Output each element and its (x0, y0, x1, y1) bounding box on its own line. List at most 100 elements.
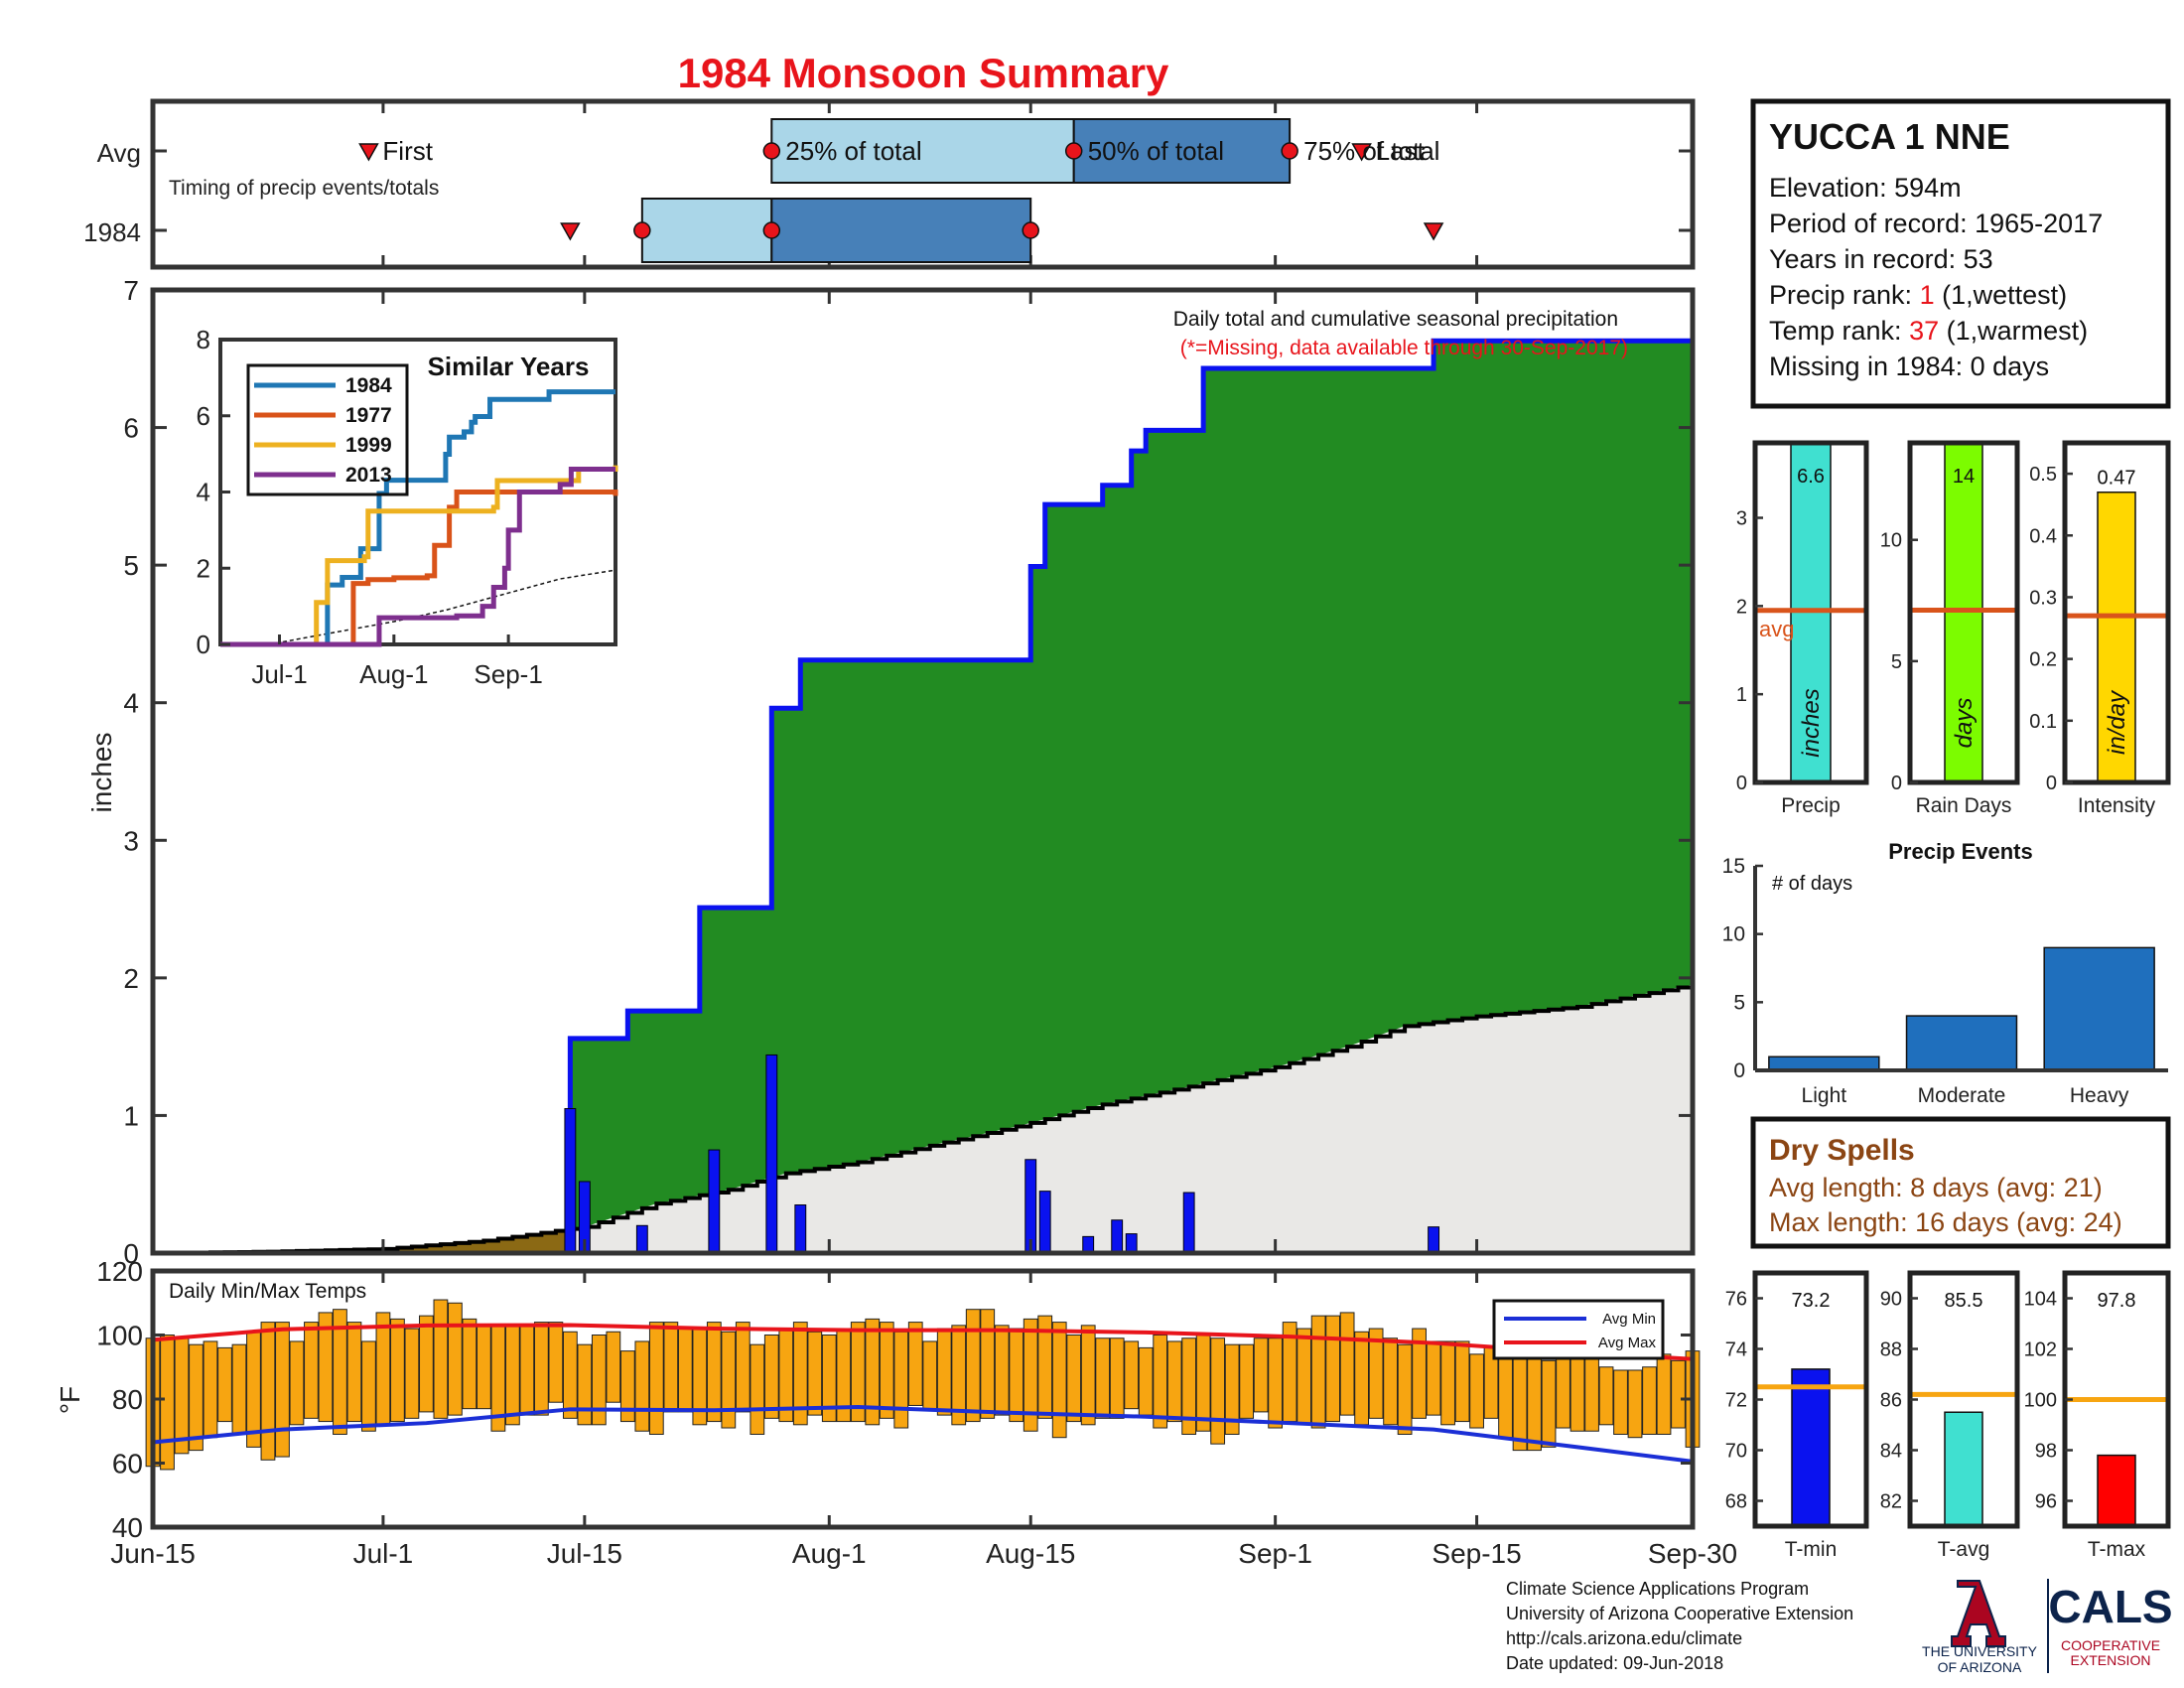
temp-rank-note: (1,warmest) (1939, 316, 2088, 346)
daily-temp-bar (203, 1340, 218, 1439)
intensity-frame (2062, 440, 2171, 785)
temp-y-tick-label: 120 (96, 1256, 143, 1287)
y-tick-label: 6 (123, 413, 139, 444)
daily-precip-bar (1038, 1191, 1051, 1254)
daily-temp-bar (936, 1328, 952, 1416)
precip-event-label: Moderate (1918, 1084, 2006, 1107)
t-avg-y-tick-label: 86 (1880, 1390, 1902, 1412)
station-temp-rank: Temp rank: 37 (1,warmest) (1769, 316, 2088, 346)
timing-last-label: Last (1376, 136, 1426, 166)
daily-temp-bar (433, 1299, 449, 1419)
daily-precip-bar (1182, 1192, 1195, 1254)
temp-x-tick-label: Sep-15 (1432, 1538, 1521, 1569)
precip-deficit-area (153, 1228, 571, 1253)
t-max-value-label: 97.8 (2098, 1290, 2136, 1312)
daily-temp-bar (174, 1337, 190, 1455)
intensity-y-tick-label: 0.5 (2029, 464, 2057, 486)
daily-temp-bar (1440, 1340, 1455, 1426)
daily-temp-bar (346, 1322, 362, 1423)
timing-triangle (1423, 222, 1444, 241)
t-max-bar (2097, 1454, 2136, 1527)
temp-rank-value: 37 (1909, 316, 1939, 346)
dry-spells-box: Dry Spells Avg length: 8 days (avg: 21) … (1750, 1116, 2171, 1249)
precip-rank-value: 1 (1920, 280, 1935, 310)
temp-x-tick-label: Aug-1 (792, 1538, 867, 1569)
daily-temp-bar (735, 1322, 751, 1413)
daily-temp-bar (1080, 1325, 1096, 1426)
intensity-unit-label: in/day (2104, 689, 2130, 755)
daily-temp-bar (562, 1331, 578, 1419)
t-min-y-tick-label: 74 (1725, 1339, 1747, 1361)
daily-temp-bar (634, 1340, 650, 1432)
daily-temp-bar (951, 1325, 967, 1426)
y-tick-label: 2 (123, 963, 139, 994)
rain-days-x-label: Rain Days (1916, 794, 2012, 817)
timing-marker (633, 221, 651, 239)
temp-x-tick-label: Sep-30 (1648, 1538, 1737, 1569)
rain-days-value-label: 14 (1953, 466, 1975, 488)
daily-temp-bar (893, 1331, 909, 1429)
inset-layer: 0 2 4 6 8 Jul-1 Aug-1 Sep-1 1984 1977 1999 2013 (197, 325, 618, 689)
inset-series-1999 (220, 465, 618, 647)
temp-y-tick-label: 80 (112, 1384, 143, 1415)
avg-cumulative-line (153, 984, 1695, 1255)
daily-temp-bar (189, 1343, 204, 1452)
daily-temp-bar (994, 1325, 1010, 1416)
daily-temp-bar (763, 1335, 779, 1419)
timing-layer: First 25% of total 50% of total 75% of tota… (151, 101, 1695, 267)
ua-logo-mark (1951, 1580, 2006, 1647)
cals-logo-text: CALS (2048, 1581, 2172, 1632)
daily-temp-bar (922, 1340, 938, 1410)
inset-series-2013 (220, 466, 615, 647)
daily-temp-bar (1153, 1335, 1168, 1429)
daily-precip-bar (1428, 1226, 1440, 1254)
daily-temp-bar (750, 1343, 765, 1435)
daily-temp-bar (1138, 1346, 1154, 1416)
daily-temp-bar (1584, 1356, 1599, 1432)
timing-row-1984-label: 1984 (83, 217, 141, 247)
timing-25-label: 25% of total (785, 136, 921, 166)
daily-temp-bar (1339, 1312, 1355, 1416)
figure-title: 1984 Monsoon Summary (678, 50, 1169, 96)
daily-temp-bar (1397, 1343, 1413, 1435)
t-min-x-label: T-min (1785, 1538, 1838, 1561)
daily-precip-bar (794, 1204, 807, 1254)
daily-temp-bar (792, 1322, 808, 1426)
daily-temp-bar (663, 1322, 679, 1413)
intensity-y-tick-label: 0.4 (2029, 525, 2057, 547)
rain-days-y-tick-label: 10 (1880, 530, 1902, 552)
precip-total-value-label: 6.6 (1797, 466, 1825, 488)
daily-temp-bar (721, 1331, 737, 1429)
timing-box-50-75 (770, 198, 1032, 263)
temp-layer: 40 60 80 100 120 Jun-15 Jul-1 Jul-15 Aug-1 Aug-15… (96, 1256, 1737, 1569)
temperature-legend (1492, 1299, 1665, 1360)
daily-temp-bar (519, 1325, 535, 1416)
inset-y-tick-label: 0 (197, 630, 210, 659)
station-precip-rank: Precip rank: 1 (1,wettest) (1769, 280, 2067, 310)
station-info-box: YUCCA 1 NNE Elevation: 594m Period of re… (1750, 98, 2171, 409)
precip-event-bar-light (1768, 1055, 1880, 1071)
missing-data-note: (*=Missing, data available through 30-Se… (1180, 337, 1628, 359)
rain-days-unit-label: days (1951, 698, 1978, 749)
daily-temp-bar (448, 1302, 463, 1416)
precip-rank-note: (1,wettest) (1935, 280, 2068, 310)
small-charts-layer: 0 1 2 3 6.6 Precip inches avg 0 5 10 14 Rain Days day… (1722, 440, 2171, 1561)
rain-days-frame (1907, 440, 2020, 785)
timing-triangle (560, 222, 581, 241)
daily-temp-bar (965, 1309, 981, 1423)
inset-y-tick-label: 4 (197, 478, 210, 507)
daily-temp-bar (1541, 1359, 1557, 1448)
similar-years-inset: 0 2 4 6 8 Jul-1 Aug-1 Sep-1 1984 1977 1999 2013 Sim… (197, 325, 618, 689)
daily-temp-bar (1613, 1369, 1628, 1435)
inset-y-tick-label: 2 (197, 553, 210, 583)
timing-triangle (1351, 143, 1372, 162)
daily-temp-bar (677, 1328, 693, 1413)
dry-spells-avg-length: Avg length: 8 days (avg: 21) (1769, 1173, 2103, 1202)
t-min-value-label: 73.2 (1792, 1290, 1831, 1312)
daily-temp-bar (1656, 1353, 1672, 1435)
avg-max-line (152, 1323, 1694, 1361)
daily-precip-bar (765, 1054, 778, 1254)
timing-75-label: 75% of total (1303, 136, 1439, 166)
daily-temp-bar (619, 1350, 635, 1423)
footer-line-3: http://cals.arizona.edu/climate (1506, 1628, 1742, 1648)
